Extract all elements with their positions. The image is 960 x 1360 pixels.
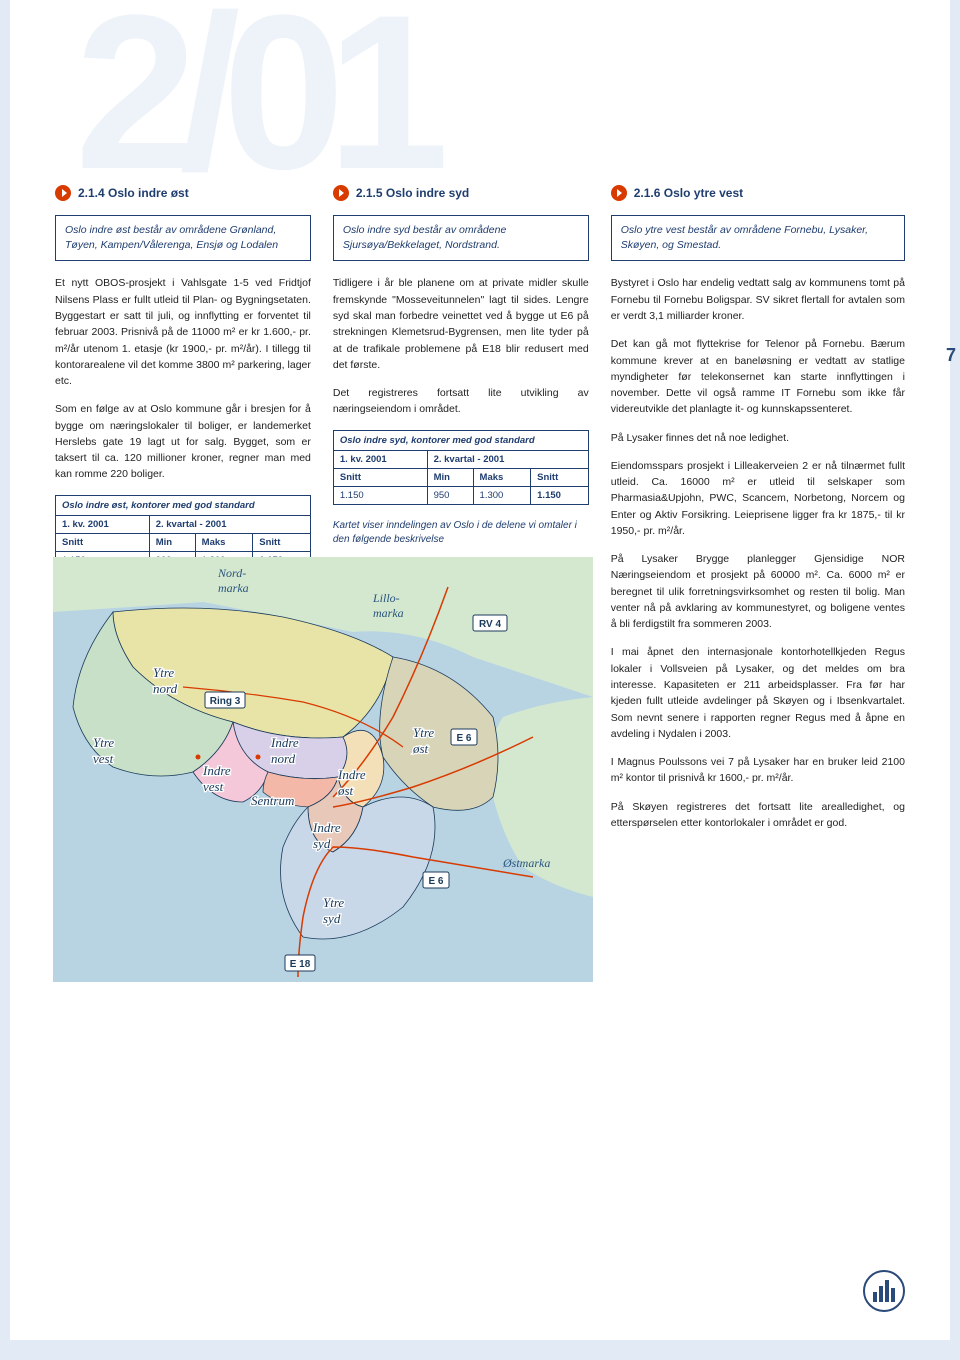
- table-header: Maks: [195, 533, 253, 551]
- road-label: E 18: [290, 959, 311, 970]
- road-label: RV 4: [479, 619, 501, 630]
- road-label: Ring 3: [210, 696, 241, 707]
- paragraph: Tidligere i år ble planene om at private…: [333, 275, 589, 373]
- map-label: Indre: [337, 767, 366, 782]
- table-header: Snitt: [56, 533, 150, 551]
- section-title-right: 2.1.6 Oslo ytre vest: [634, 186, 743, 200]
- table-header: Min: [427, 468, 473, 486]
- column-mid: 2.1.5 Oslo indre syd Oslo indre syd best…: [333, 185, 589, 982]
- watermark: 2/01: [75, 0, 431, 202]
- paragraph: Det registreres fortsatt lite utvikling …: [333, 385, 589, 418]
- table-cell: 1.150: [531, 486, 589, 504]
- table-header: 2. kvartal - 2001: [427, 450, 588, 468]
- paragraph: Bystyret i Oslo har endelig vedtatt salg…: [611, 275, 905, 324]
- table-header: 1. kv. 2001: [56, 515, 150, 533]
- map-label: syd: [323, 911, 341, 926]
- content-columns: 2.1.4 Oslo indre øst Oslo indre øst best…: [55, 185, 905, 982]
- intro-box-right: Oslo ytre vest består av områdene Forneb…: [611, 215, 905, 261]
- table-header: 1. kv. 2001: [333, 450, 427, 468]
- map-label: Ytre: [153, 665, 174, 680]
- paragraph: På Lysaker Brygge planlegger Gjensidige …: [611, 551, 905, 632]
- map-label: nord: [153, 681, 178, 696]
- table-row: 1. kv. 2001 2. kvartal - 2001: [333, 450, 588, 468]
- map-label: Østmarka: [502, 856, 550, 870]
- table-cell: 1.300: [473, 486, 531, 504]
- table-cell: 950: [427, 486, 473, 504]
- table-header: Maks: [473, 468, 531, 486]
- map-label: Indre: [202, 763, 231, 778]
- chevron-icon: [333, 185, 349, 201]
- road-label: E 6: [428, 876, 443, 887]
- map-label: Ytre: [323, 895, 344, 910]
- map-label: Ytre: [413, 725, 434, 740]
- paragraph: Det kan gå mot flyttekrise for Telenor p…: [611, 336, 905, 417]
- map-label: Nord-: [217, 566, 246, 580]
- map-label: syd: [313, 836, 331, 851]
- footer-chart-icon: [863, 1270, 905, 1312]
- map-label: øst: [337, 783, 354, 798]
- paragraph: Et nytt OBOS-prosjekt i Vahlsgate 1-5 ve…: [55, 275, 311, 389]
- paragraph: I mai åpnet den internasjonale kontorhot…: [611, 644, 905, 742]
- map-label: vest: [203, 779, 224, 794]
- table-row: Snitt Min Maks Snitt: [56, 533, 311, 551]
- map-label: Lillo-: [372, 591, 400, 605]
- map-label: marka: [218, 581, 249, 595]
- section-header-right: 2.1.6 Oslo ytre vest: [611, 185, 905, 201]
- paragraph: I Magnus Poulssons vei 7 på Lysaker har …: [611, 754, 905, 787]
- paragraph: På Skøyen registreres det fortsatt lite …: [611, 799, 905, 832]
- map-label: marka: [373, 606, 404, 620]
- paragraph: På Lysaker finnes det nå noe ledighet.: [611, 430, 905, 446]
- table-mid: Oslo indre syd, kontorer med god standar…: [333, 430, 589, 505]
- table-cell: 1.150: [333, 486, 427, 504]
- section-title-mid: 2.1.5 Oslo indre syd: [356, 186, 469, 200]
- table-header: Snitt: [333, 468, 427, 486]
- oslo-map: RV 4 Ring 3 E 6 E 6 E 18 Nord- marka Lil…: [53, 557, 593, 982]
- table-caption: Oslo indre øst, kontorer med god standar…: [55, 495, 311, 515]
- section-header-mid: 2.1.5 Oslo indre syd: [333, 185, 589, 201]
- table-row: 1.150 950 1.300 1.150: [333, 486, 588, 504]
- paragraph: Eiendomsspars prosjekt i Lilleakerveien …: [611, 458, 905, 539]
- table-header: Snitt: [531, 468, 589, 486]
- table-row: 1. kv. 2001 2. kvartal - 2001: [56, 515, 311, 533]
- map-label: Indre: [270, 735, 299, 750]
- column-right: 2.1.6 Oslo ytre vest Oslo ytre vest best…: [611, 185, 905, 982]
- table-header: Snitt: [253, 533, 311, 551]
- road-label: E 6: [456, 733, 471, 744]
- table-header: Min: [149, 533, 195, 551]
- chevron-icon: [611, 185, 627, 201]
- map-label: nord: [271, 751, 296, 766]
- table-header: 2. kvartal - 2001: [149, 515, 310, 533]
- intro-box-left: Oslo indre øst består av områdene Grønla…: [55, 215, 311, 261]
- paragraph: Som en følge av at Oslo kommune går i br…: [55, 401, 311, 482]
- page-container: 2/01 7 2.1.4 Oslo indre øst Oslo indre ø…: [10, 0, 950, 1340]
- map-label: Sentrum: [251, 793, 294, 808]
- table-row: Snitt Min Maks Snitt: [333, 468, 588, 486]
- page-number: 7: [946, 345, 956, 366]
- chevron-icon: [55, 185, 71, 201]
- map-svg: RV 4 Ring 3 E 6 E 6 E 18 Nord- marka Lil…: [53, 557, 593, 982]
- map-caption: Kartet viser inndelingen av Oslo i de de…: [333, 519, 589, 547]
- section-title-left: 2.1.4 Oslo indre øst: [78, 186, 189, 200]
- table-caption: Oslo indre syd, kontorer med god standar…: [333, 430, 589, 450]
- map-label: Indre: [312, 820, 341, 835]
- intro-box-mid: Oslo indre syd består av områdene Sjursø…: [333, 215, 589, 261]
- map-label: vest: [93, 751, 114, 766]
- section-header-left: 2.1.4 Oslo indre øst: [55, 185, 311, 201]
- map-label: Ytre: [93, 735, 114, 750]
- map-label: øst: [412, 741, 429, 756]
